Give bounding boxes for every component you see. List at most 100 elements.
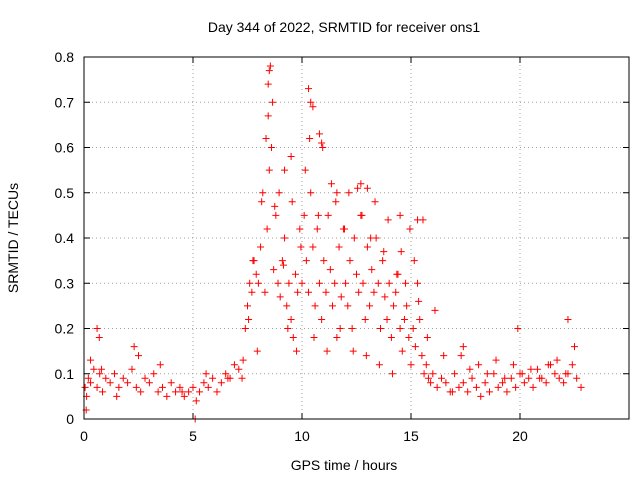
data-point	[265, 67, 273, 75]
data-point	[403, 302, 411, 310]
data-point	[97, 365, 105, 373]
data-point	[93, 383, 101, 391]
data-point	[323, 347, 331, 355]
data-point	[514, 325, 522, 332]
data-points	[81, 62, 585, 423]
data-point	[363, 184, 371, 192]
data-point	[319, 144, 327, 151]
data-point	[87, 356, 95, 364]
data-point	[542, 379, 550, 387]
data-point	[483, 370, 491, 378]
data-point	[154, 388, 162, 396]
data-point	[362, 352, 370, 360]
data-point	[257, 243, 265, 251]
data-point	[354, 184, 362, 192]
data-point	[503, 388, 511, 396]
data-point	[281, 166, 289, 174]
data-point	[533, 365, 541, 373]
data-point	[485, 388, 493, 396]
data-point	[410, 257, 418, 265]
data-point	[363, 243, 371, 251]
data-point	[302, 257, 310, 265]
x-tick-label: 0	[80, 428, 88, 444]
data-point	[128, 365, 136, 373]
data-point	[294, 288, 302, 296]
data-point	[253, 347, 261, 355]
data-point	[315, 130, 323, 138]
y-tick-label: 0.4	[55, 230, 75, 246]
data-point	[300, 211, 308, 219]
data-point	[298, 279, 306, 287]
data-point	[357, 180, 365, 188]
data-point	[320, 257, 328, 265]
data-point	[178, 388, 186, 396]
data-point	[87, 379, 95, 387]
data-point	[278, 257, 286, 265]
data-point	[263, 225, 271, 233]
data-point	[518, 370, 526, 378]
data-point	[305, 85, 313, 93]
data-point	[529, 383, 537, 391]
data-point	[96, 370, 104, 378]
data-point	[457, 352, 465, 360]
data-point	[336, 325, 344, 332]
data-point	[571, 343, 578, 351]
data-point	[81, 383, 89, 391]
data-point	[420, 370, 428, 378]
data-point	[385, 279, 393, 287]
data-point	[238, 374, 246, 382]
y-tick-label: 0.2	[55, 321, 75, 337]
data-point	[259, 189, 267, 197]
y-tick-label: 0.8	[55, 49, 75, 65]
data-point	[163, 392, 171, 400]
data-point	[431, 306, 439, 314]
data-point	[553, 356, 561, 364]
data-point	[475, 361, 483, 369]
chart-title: Day 344 of 2022, SRMTID for receiver ons…	[208, 19, 481, 35]
data-point	[367, 234, 375, 242]
data-point	[331, 279, 339, 287]
data-point	[353, 270, 360, 278]
y-tick-label: 0.6	[55, 140, 75, 156]
data-point	[418, 352, 426, 360]
data-point	[332, 198, 340, 206]
data-point	[509, 361, 517, 369]
data-point	[239, 356, 247, 364]
data-point	[379, 257, 387, 265]
x-tick-label: 5	[189, 428, 197, 444]
data-point	[285, 279, 293, 287]
data-point	[270, 266, 278, 274]
data-point	[411, 343, 419, 351]
data-point	[318, 139, 326, 147]
data-point	[185, 388, 193, 396]
data-point	[284, 325, 292, 332]
y-tick-label: 0.1	[55, 366, 75, 382]
data-point	[455, 383, 463, 391]
data-point	[209, 374, 217, 382]
data-point	[271, 202, 279, 210]
data-point	[459, 379, 467, 387]
data-point	[158, 383, 166, 391]
data-point	[512, 383, 520, 391]
y-axis-ticks: 0 0.1 0.2 0.3 0.4 0.5 0.6 0.7 0.8	[55, 49, 629, 427]
data-point	[388, 370, 396, 378]
data-point	[490, 370, 498, 378]
y-tick-label: 0.3	[55, 275, 75, 291]
data-point	[380, 248, 388, 256]
plot-frame	[83, 56, 630, 420]
data-point	[279, 261, 287, 269]
data-point	[224, 374, 232, 382]
data-point	[287, 153, 295, 161]
data-point	[307, 98, 315, 106]
data-point	[409, 325, 417, 332]
data-point	[393, 270, 401, 278]
data-point	[281, 234, 289, 242]
data-point	[392, 288, 400, 296]
data-point	[562, 370, 570, 378]
data-point	[374, 279, 382, 287]
data-point	[525, 374, 533, 382]
data-point	[427, 379, 435, 387]
data-point	[423, 334, 431, 342]
data-point	[265, 166, 273, 174]
data-point	[288, 198, 296, 206]
